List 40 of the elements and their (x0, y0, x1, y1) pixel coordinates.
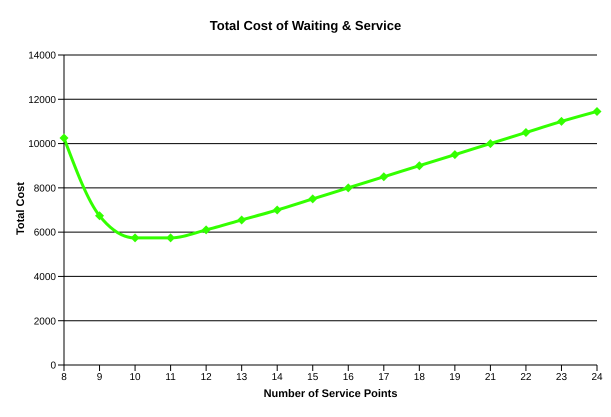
point (308, 194, 318, 204)
x-tick-label: 11 (165, 372, 176, 384)
x-tick-label: 23 (556, 372, 568, 384)
x-tick-label: 13 (236, 372, 248, 384)
y-axis-title: Total Cost (14, 182, 27, 235)
x-tick-label: 22 (520, 372, 532, 384)
point (95, 211, 104, 220)
y-tick-label: 4000 (34, 272, 56, 283)
point (344, 183, 353, 192)
y-tick-label: 10000 (28, 139, 56, 150)
y-tick-label: 14000 (28, 50, 56, 62)
point (592, 106, 602, 116)
x-tick-label: 17 (378, 372, 390, 384)
point (486, 139, 495, 148)
x-tick-label: 16 (342, 372, 354, 384)
point (556, 116, 566, 126)
point (414, 161, 424, 170)
x-tick-label: 18 (414, 372, 426, 384)
x-tick-label: 14 (272, 372, 284, 384)
x-tick-label: 19 (449, 372, 461, 384)
y-tick-label: 8000 (34, 183, 56, 194)
x-tick-label: 9 (96, 372, 103, 384)
point (202, 225, 211, 234)
point (379, 172, 388, 182)
x-tick-label: 21 (484, 372, 496, 384)
x-tick-label: 10 (130, 372, 142, 384)
x-tick-label: 12 (200, 372, 212, 384)
y-tick-label: 12000 (28, 94, 56, 106)
y-tick-label: 6000 (34, 228, 56, 239)
point (521, 128, 530, 137)
point (237, 215, 246, 224)
x-tick-label: 24 (591, 372, 603, 384)
point (272, 206, 282, 214)
y-tick-label: 0 (50, 360, 56, 372)
point (450, 150, 460, 160)
x-tick-label: 8 (61, 372, 68, 384)
x-axis-title: Number of Service Points (264, 388, 398, 400)
x-tick-label: 15 (307, 372, 319, 384)
chart-title: Total Cost of Waiting & Service (208, 17, 402, 35)
y-tick-label: 2000 (34, 316, 56, 328)
